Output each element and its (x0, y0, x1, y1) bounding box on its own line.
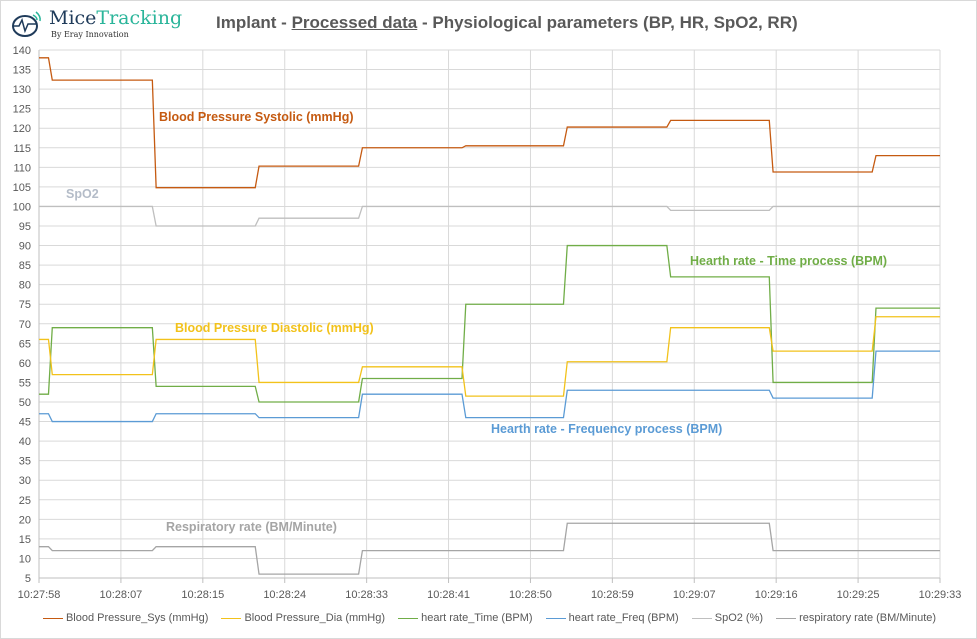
legend-item-hr-freq: heart rate_Freq (BPM) (545, 612, 679, 624)
legend: Blood Pressure_Sys (mmHg) Blood Pressure… (1, 612, 976, 624)
y-tick-label: 125 (13, 104, 31, 116)
y-tick-label: 85 (19, 260, 31, 272)
annotation-respiratory: Respiratory rate (BM/Minute) (166, 520, 337, 534)
y-tick-label: 20 (19, 514, 31, 526)
legend-item-dia: Blood Pressure_Dia (mmHg) (221, 612, 385, 624)
logo: MiceTracking By Eray Innovation (9, 7, 189, 43)
y-tick-label: 70 (19, 319, 31, 331)
annotation-diastolic: Blood Pressure Diastolic (mmHg) (175, 321, 374, 335)
y-tick-label: 60 (19, 358, 31, 370)
y-tick-label: 80 (19, 280, 31, 292)
series-line-heart-rate-time-bpm- (39, 244, 940, 403)
series-line-blood-pressure-sys-mmhg- (39, 57, 940, 189)
x-tick-label: 10:28:59 (591, 589, 634, 601)
annotation-systolic: Blood Pressure Systolic (mmHg) (159, 110, 354, 124)
legend-item-rr: respiratory rate (BM/Minute) (776, 612, 936, 624)
y-tick-label: 10 (19, 553, 31, 565)
y-tick-label: 45 (19, 417, 31, 429)
y-tick-label: 130 (13, 84, 31, 96)
x-tick-label: 10:28:15 (181, 589, 224, 601)
annotation-hr-time: Hearth rate - Time process (BPM) (690, 254, 888, 268)
x-tick-label: 10:29:16 (755, 589, 798, 601)
chart-title: Implant - Processed data - Physiological… (216, 13, 798, 32)
y-tick-label: 55 (19, 377, 31, 389)
y-tick-label: 100 (13, 201, 31, 213)
y-tick-label: 30 (19, 475, 31, 487)
logo-tagline: By Eray Innovation (51, 30, 129, 39)
x-tick-label: 10:29:25 (837, 589, 880, 601)
series-line-heart-rate-freq-bpm- (39, 350, 940, 423)
y-tick-label: 95 (19, 221, 31, 233)
mouse-logo-icon (12, 11, 41, 37)
x-tick-label: 10:28:41 (427, 589, 470, 601)
logo-text: MiceTracking (49, 7, 183, 29)
y-tick-label: 5 (25, 573, 31, 585)
x-tick-label: 10:27:58 (18, 589, 61, 601)
y-tick-label: 35 (19, 456, 31, 468)
legend-item-spo2: SpO2 (%) (691, 612, 763, 624)
y-tick-label: 40 (19, 436, 31, 448)
y-tick-label: 135 (13, 65, 31, 77)
x-tick-label: 10:28:50 (509, 589, 552, 601)
y-tick-label: 90 (19, 241, 31, 253)
annotation-hr-freq: Hearth rate - Frequency process (BPM) (491, 422, 723, 436)
y-tick-label: 75 (19, 299, 31, 311)
x-tick-label: 10:29:33 (919, 589, 962, 601)
x-tick-label: 10:28:33 (345, 589, 388, 601)
y-tick-label: 110 (13, 162, 31, 174)
x-tick-label: 10:28:07 (99, 589, 142, 601)
y-tick-label: 140 (13, 45, 31, 57)
x-tick-label: 10:28:24 (263, 589, 306, 601)
y-tick-label: 105 (13, 182, 31, 194)
legend-item-sys: Blood Pressure_Sys (mmHg) (42, 612, 208, 624)
y-tick-label: 25 (19, 495, 31, 507)
series-line-blood-pressure-dia-mmhg- (39, 316, 940, 397)
y-tick-label: 15 (19, 534, 31, 546)
series-line-respiratory-rate-bm-minute- (39, 522, 940, 575)
y-tick-label: 65 (19, 338, 31, 350)
y-tick-label: 50 (19, 397, 31, 409)
series-line-spo2- (39, 205, 940, 227)
y-tick-label: 120 (13, 123, 31, 135)
x-tick-label: 10:29:07 (673, 589, 716, 601)
annotation-spo2: SpO2 (66, 187, 99, 201)
legend-item-hr-time: heart rate_Time (BPM) (398, 612, 533, 624)
y-tick-label: 115 (13, 143, 31, 155)
